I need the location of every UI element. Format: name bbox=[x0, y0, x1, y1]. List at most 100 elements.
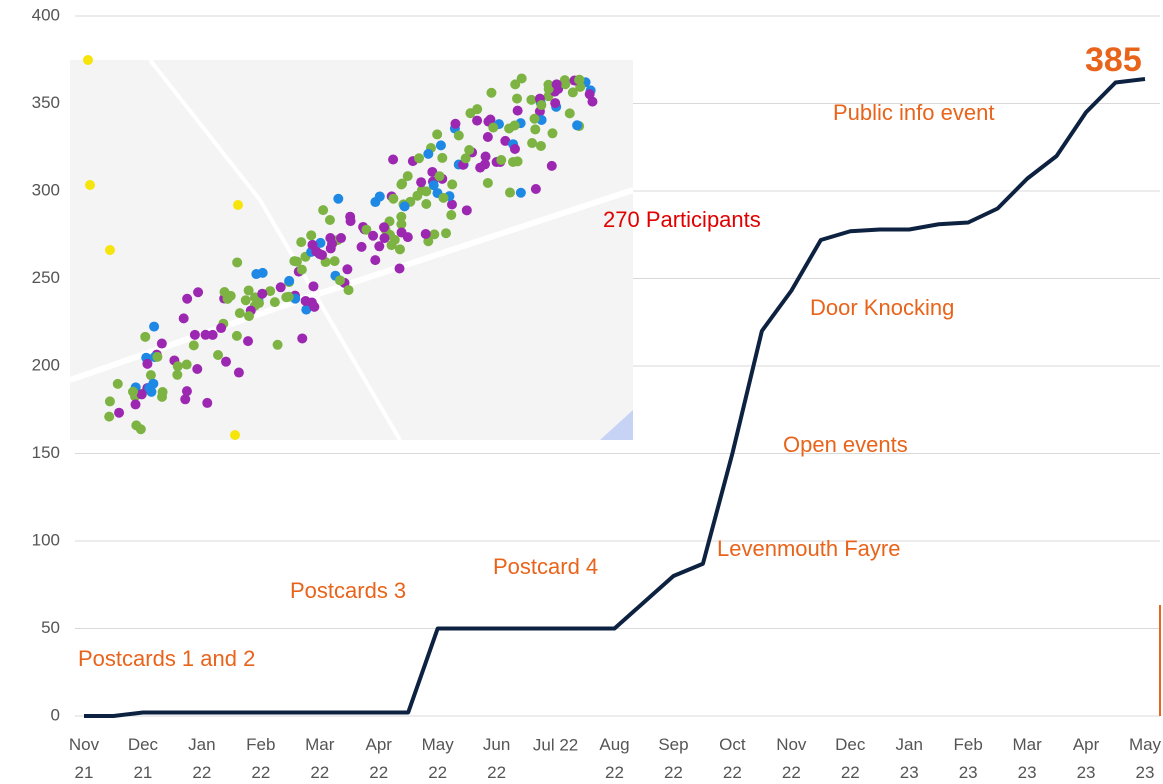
map-pin bbox=[403, 171, 413, 181]
map-pin bbox=[510, 79, 520, 89]
map-pin bbox=[368, 231, 378, 241]
map-pin bbox=[547, 161, 557, 171]
map-pin bbox=[396, 179, 406, 189]
map-pin bbox=[152, 352, 162, 362]
map-pin bbox=[446, 210, 456, 220]
y-tick-label: 350 bbox=[32, 93, 60, 112]
map-pin bbox=[370, 197, 380, 207]
y-tick-label: 100 bbox=[32, 530, 60, 549]
map-pin bbox=[335, 275, 345, 285]
annotation: Postcard 4 bbox=[493, 554, 598, 579]
map-pin bbox=[529, 114, 539, 124]
map-pin bbox=[297, 333, 307, 343]
map-pin bbox=[157, 339, 167, 349]
x-tick-label: Jul 22 bbox=[533, 735, 578, 754]
x-tick-label: May23 bbox=[1129, 735, 1162, 782]
map-pin bbox=[526, 95, 536, 105]
y-tick-label: 250 bbox=[32, 268, 60, 287]
map-pin bbox=[423, 149, 433, 159]
map-pin bbox=[158, 387, 168, 397]
map-pin bbox=[297, 265, 307, 275]
map-pin bbox=[560, 79, 570, 89]
map-pin bbox=[510, 144, 520, 154]
map-pin bbox=[146, 387, 156, 397]
map-pin bbox=[221, 357, 231, 367]
y-tick-label: 400 bbox=[32, 5, 60, 24]
map-pin bbox=[216, 323, 226, 333]
map-pin bbox=[344, 285, 354, 295]
map-pin bbox=[513, 156, 523, 166]
map-pin bbox=[105, 396, 115, 406]
map-pin bbox=[140, 332, 150, 342]
map-pin bbox=[306, 230, 316, 240]
annotation: 385 bbox=[1085, 41, 1142, 79]
map-pin bbox=[270, 297, 280, 307]
map-pin bbox=[146, 370, 156, 380]
map-pin bbox=[296, 237, 306, 247]
map-pin bbox=[387, 240, 397, 250]
annotation: Open events bbox=[783, 432, 908, 457]
map-pin bbox=[114, 408, 124, 418]
annotation: Public info event bbox=[833, 100, 994, 125]
map-pin bbox=[232, 331, 242, 341]
map-pin bbox=[336, 233, 346, 243]
map-pin bbox=[462, 205, 472, 215]
map-pin bbox=[450, 119, 460, 129]
map-pin bbox=[131, 399, 141, 409]
map-pin bbox=[301, 296, 311, 306]
y-tick-label: 300 bbox=[32, 180, 60, 199]
map-pin bbox=[414, 153, 424, 163]
map-pin bbox=[85, 180, 95, 190]
map-pin bbox=[137, 389, 147, 399]
map-pin bbox=[273, 340, 283, 350]
x-tick-label: Apr22 bbox=[365, 735, 392, 782]
map-pin bbox=[379, 222, 389, 232]
map-pin bbox=[547, 128, 557, 138]
map-pin bbox=[416, 177, 426, 187]
map-pin bbox=[496, 155, 506, 165]
map-pin bbox=[202, 398, 212, 408]
map-pin bbox=[388, 154, 398, 164]
x-tick-label: Aug22 bbox=[599, 735, 629, 782]
map-pin bbox=[585, 89, 595, 99]
map-pin bbox=[149, 322, 159, 332]
map-pin bbox=[483, 178, 493, 188]
map-pin bbox=[179, 313, 189, 323]
annotation: Door Knocking bbox=[810, 295, 954, 320]
map-pin bbox=[131, 420, 141, 430]
map-pin bbox=[530, 124, 540, 134]
annotation: Postcards 1 and 2 bbox=[78, 646, 255, 671]
map-pin bbox=[516, 188, 526, 198]
map-pin bbox=[241, 295, 251, 305]
map-pin bbox=[234, 368, 244, 378]
map-pin bbox=[421, 229, 431, 239]
x-tick-label: Mar22 bbox=[305, 735, 335, 782]
map-pin bbox=[568, 87, 578, 97]
map-pin bbox=[244, 285, 254, 295]
map-pin bbox=[105, 245, 115, 255]
map-pin bbox=[113, 379, 123, 389]
map-pin bbox=[182, 360, 192, 370]
map-pin bbox=[434, 171, 444, 181]
map-pin bbox=[447, 200, 457, 210]
map-pin bbox=[318, 205, 328, 215]
y-tick-label: 50 bbox=[41, 618, 60, 637]
annotation: Postcards 3 bbox=[290, 578, 406, 603]
map-pin bbox=[83, 55, 93, 65]
y-tick-label: 150 bbox=[32, 443, 60, 462]
map-pin bbox=[327, 239, 337, 249]
map-pin bbox=[192, 364, 202, 374]
map-image bbox=[70, 55, 633, 440]
map-pin bbox=[481, 152, 491, 162]
map-pin bbox=[483, 132, 493, 142]
map-pin bbox=[330, 256, 340, 266]
map-pin bbox=[173, 361, 183, 371]
map-pin bbox=[243, 336, 253, 346]
